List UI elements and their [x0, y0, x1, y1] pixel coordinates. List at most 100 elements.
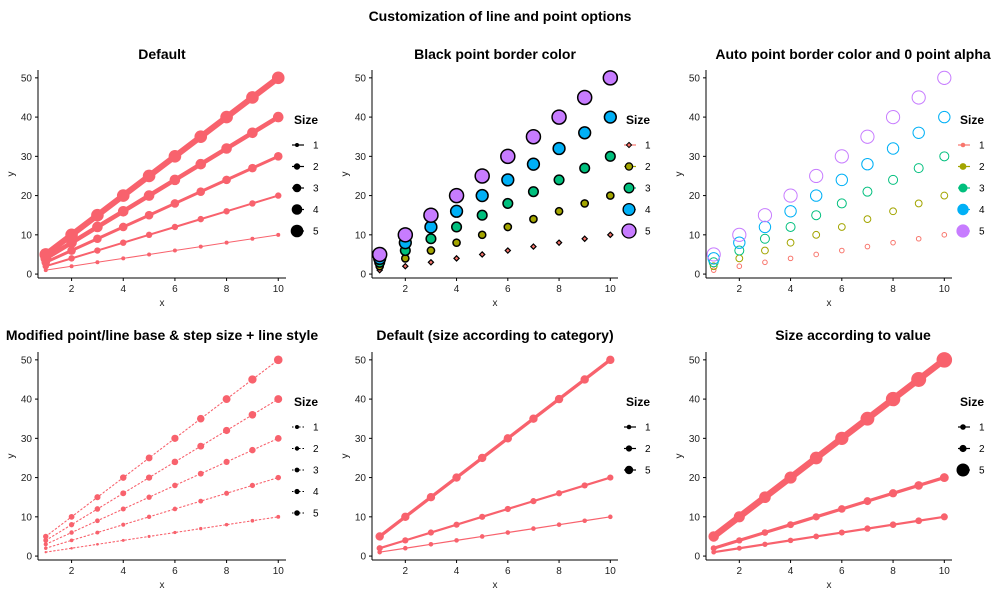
series-size-4: [373, 110, 617, 266]
series-line: [45, 359, 279, 538]
legend-key-point: [625, 141, 633, 149]
legend-label: 1: [645, 141, 651, 152]
legend-title: Size: [960, 395, 984, 409]
legend-key-point: [960, 142, 966, 148]
data-point: [936, 352, 953, 368]
data-point: [95, 530, 100, 535]
x-tick-label: 8: [224, 284, 230, 295]
data-point: [762, 259, 768, 266]
data-point: [276, 514, 281, 519]
legend-label: 5: [313, 509, 319, 520]
y-axis-label: y: [674, 454, 685, 459]
legend-label: 4: [313, 487, 319, 498]
data-point: [911, 90, 926, 105]
data-point: [889, 521, 897, 528]
data-point: [196, 187, 206, 196]
data-point: [812, 230, 821, 239]
data-point: [147, 534, 151, 538]
data-point: [834, 149, 849, 164]
legend-label: 5: [313, 227, 319, 238]
data-point: [116, 189, 130, 202]
x-tick-label: 10: [939, 566, 951, 577]
panel-title: Size according to value: [775, 327, 931, 343]
data-point: [69, 538, 74, 543]
data-point: [449, 204, 464, 218]
data-point: [885, 391, 901, 407]
data-point: [911, 371, 927, 387]
y-tick-label: 30: [355, 152, 367, 163]
panel-title: Default (size according to category): [376, 327, 613, 343]
legend-key-point: [958, 183, 968, 193]
data-point: [272, 111, 284, 123]
data-point: [67, 246, 76, 255]
legend-key-point: [959, 444, 967, 453]
data-point: [246, 91, 259, 104]
data-point: [92, 221, 103, 233]
x-tick-label: 10: [939, 284, 951, 295]
legend-title: Size: [626, 113, 650, 127]
legend-label: 2: [645, 162, 651, 173]
data-point: [888, 174, 899, 185]
data-point: [249, 446, 256, 454]
y-tick-label: 0: [26, 270, 32, 281]
x-tick-label: 8: [556, 284, 562, 295]
data-point: [172, 482, 178, 489]
data-point: [222, 395, 231, 404]
panel-5: Default (size according to category) 0 10 2…: [340, 327, 651, 591]
y-tick-label: 30: [355, 434, 367, 445]
data-point: [809, 168, 824, 184]
series-size-3: [708, 151, 950, 268]
data-point: [423, 207, 439, 223]
data-point: [736, 537, 743, 544]
data-point: [44, 550, 47, 554]
data-point: [915, 517, 923, 525]
legend-key-point: [294, 510, 300, 516]
data-point: [198, 244, 203, 249]
x-tick-label: 6: [172, 566, 178, 577]
panel-3: Auto point border color and 0 point alph…: [674, 46, 991, 309]
data-point: [171, 458, 179, 466]
data-point: [940, 191, 949, 200]
data-point: [863, 497, 872, 506]
series-line: [378, 358, 612, 539]
x-tick-label: 8: [224, 566, 230, 577]
legend-key-point: [295, 425, 299, 429]
legend-key-point: [957, 203, 969, 216]
data-point: [248, 410, 257, 419]
legend-key-point: [291, 204, 303, 215]
legend-key-point: [956, 463, 970, 477]
legend-title: Size: [626, 395, 650, 409]
series-line: [44, 194, 280, 268]
data-point: [273, 152, 283, 161]
data-point: [552, 141, 566, 156]
data-point: [811, 210, 822, 221]
series-size-2: [709, 191, 949, 271]
data-point: [603, 110, 617, 124]
data-point: [529, 414, 538, 423]
data-point: [474, 168, 490, 184]
data-point: [371, 246, 388, 263]
data-point: [224, 522, 229, 527]
data-point: [199, 526, 203, 531]
data-point: [427, 258, 435, 266]
legend-title: Size: [294, 395, 318, 409]
data-point: [531, 526, 536, 531]
x-tick-label: 6: [839, 284, 845, 295]
y-tick-label: 40: [21, 395, 33, 406]
data-point: [147, 252, 152, 257]
data-point: [708, 531, 719, 542]
y-tick-label: 30: [689, 152, 701, 163]
data-point: [145, 454, 153, 462]
data-point: [940, 513, 948, 521]
panel-title: Auto point border color and 0 point alph…: [715, 46, 991, 62]
data-point: [68, 522, 75, 528]
data-point: [403, 545, 408, 551]
legend-label: 3: [313, 466, 319, 477]
series-size-5: [706, 70, 952, 262]
data-point: [70, 546, 73, 550]
data-point: [860, 129, 875, 144]
legend-label: 2: [979, 444, 985, 455]
data-point: [578, 126, 592, 140]
data-point: [786, 238, 795, 247]
data-point: [168, 150, 182, 163]
